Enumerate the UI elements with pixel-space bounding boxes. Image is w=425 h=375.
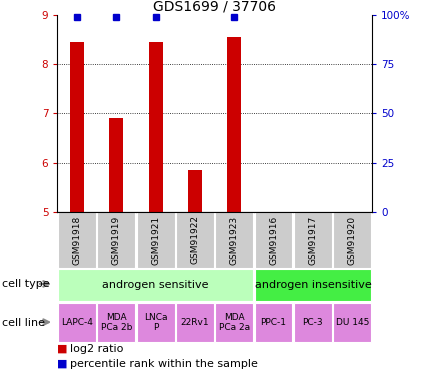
Text: PC-3: PC-3 (303, 318, 323, 327)
Bar (215, 303, 253, 342)
Text: MDA
PCa 2b: MDA PCa 2b (101, 313, 132, 332)
Text: GSM91921: GSM91921 (151, 215, 160, 265)
Text: 22Rv1: 22Rv1 (181, 318, 209, 327)
Bar (97, 303, 135, 342)
Bar (333, 303, 371, 342)
Text: GSM91919: GSM91919 (112, 215, 121, 265)
Text: ■: ■ (57, 344, 68, 354)
Bar (149, 42, 162, 212)
Bar (137, 213, 175, 268)
Bar (70, 42, 84, 212)
Title: GDS1699 / 37706: GDS1699 / 37706 (153, 0, 276, 14)
Bar (215, 213, 253, 268)
Bar (110, 118, 123, 212)
Bar (333, 213, 371, 268)
Text: GSM91920: GSM91920 (348, 215, 357, 265)
Bar (58, 303, 96, 342)
Text: LAPC-4: LAPC-4 (61, 318, 93, 327)
Bar (255, 213, 292, 268)
Text: cell type: cell type (2, 279, 50, 289)
Text: LNCa
P: LNCa P (144, 313, 167, 332)
Bar (294, 303, 332, 342)
Bar (137, 303, 175, 342)
Text: GSM91916: GSM91916 (269, 215, 278, 265)
Text: androgen sensitive: androgen sensitive (102, 280, 209, 290)
Text: PPC-1: PPC-1 (261, 318, 286, 327)
Bar (176, 213, 214, 268)
Text: androgen insensitive: androgen insensitive (255, 280, 371, 290)
Bar (97, 213, 135, 268)
Text: GSM91923: GSM91923 (230, 215, 239, 265)
Text: log2 ratio: log2 ratio (70, 344, 124, 354)
Text: GSM91917: GSM91917 (309, 215, 317, 265)
Bar (294, 213, 332, 268)
Text: percentile rank within the sample: percentile rank within the sample (70, 359, 258, 369)
Text: ■: ■ (57, 359, 68, 369)
Bar (188, 170, 202, 212)
Bar (255, 303, 292, 342)
Bar (227, 37, 241, 212)
Text: MDA
PCa 2a: MDA PCa 2a (219, 313, 250, 332)
Text: DU 145: DU 145 (335, 318, 369, 327)
Bar (176, 303, 214, 342)
Bar (255, 270, 371, 300)
Text: GSM91922: GSM91922 (190, 216, 199, 264)
Text: cell line: cell line (2, 318, 45, 327)
Bar (58, 213, 96, 268)
Bar (58, 270, 253, 300)
Text: GSM91918: GSM91918 (73, 215, 82, 265)
